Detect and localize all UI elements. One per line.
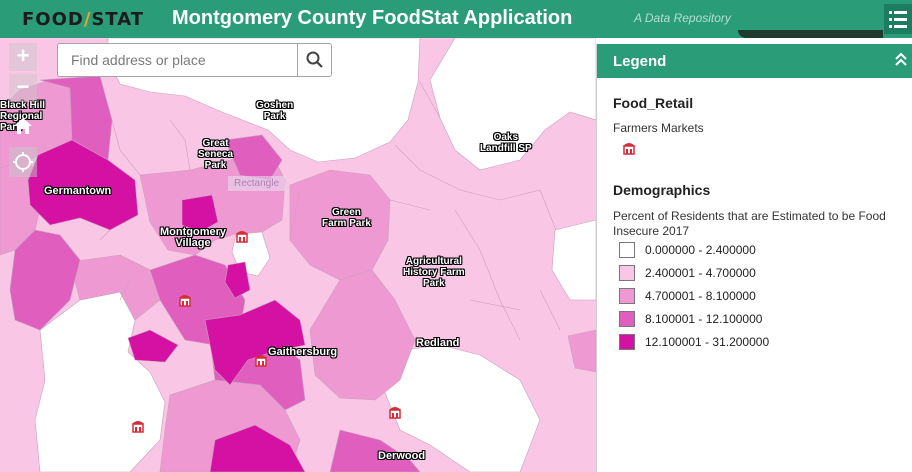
place-label-line: Park	[204, 160, 227, 171]
chevron-up-icon[interactable]	[894, 51, 908, 69]
search-button[interactable]	[297, 44, 331, 76]
place-label-line: Great	[202, 138, 229, 149]
locate-button[interactable]	[9, 147, 37, 177]
region-west-dark	[9, 229, 81, 331]
place-label-line: Montgomery	[160, 226, 226, 238]
place-label-agricultural-history-farm-park: Agricultural History Farm Park	[403, 256, 465, 289]
region-derwood-dark	[329, 429, 421, 472]
farmers-market-icon[interactable]	[387, 404, 403, 420]
place-label-line: History Farm	[403, 267, 465, 278]
place-label-line: Black Hill	[0, 100, 46, 111]
legend-panel: Legend Food_Retail Farmers Markets Demog…	[596, 44, 912, 472]
place-label-line: Park	[263, 111, 286, 122]
legend-swatch	[619, 242, 635, 258]
place-label-derwood: Derwood	[378, 450, 426, 462]
legend-title: Legend	[613, 53, 667, 70]
legend-class-row: 12.100001 - 31.200000	[619, 333, 879, 351]
place-label-green-farm-park: Green Farm Park	[322, 207, 371, 229]
menu-button[interactable]	[884, 4, 912, 34]
place-label-germantown: Germantown	[44, 185, 112, 197]
farmers-market-icon[interactable]	[234, 228, 250, 244]
region-south-darkest	[209, 424, 306, 472]
logo-text-food: FOOD	[22, 9, 84, 30]
rectangle-tool[interactable]: Rectangle	[228, 176, 286, 191]
region-boundary-lines	[99, 81, 561, 341]
choropleth-map[interactable]	[0, 38, 596, 472]
farmers-market-icon	[623, 143, 635, 155]
home-icon	[14, 118, 32, 134]
region-southeast-white	[379, 344, 541, 472]
map-view[interactable]: Black Hill Regional Park Goshen Park Oak…	[0, 38, 596, 472]
search-icon	[306, 51, 323, 68]
place-label-redland: Redland	[416, 337, 460, 349]
search-box	[57, 43, 332, 77]
place-label-line: Farm Park	[322, 218, 371, 229]
legend-class-label: 4.700001 - 8.100000	[645, 289, 756, 303]
search-input[interactable]	[58, 44, 298, 76]
legend-swatch	[619, 288, 635, 304]
home-button[interactable]	[9, 111, 37, 141]
farmers-market-icon[interactable]	[253, 352, 269, 368]
place-label-line: Green	[332, 207, 361, 218]
legend-class-label: 2.400001 - 4.700000	[645, 266, 756, 280]
region-mv-darkest	[181, 194, 219, 233]
legend-swatch	[619, 311, 635, 327]
header-decoration	[738, 30, 883, 38]
crosshair-icon	[13, 152, 33, 172]
place-label-line: Village	[175, 237, 211, 249]
place-label-line: Landfill SP	[480, 143, 532, 154]
place-label-line: Agricultural	[405, 256, 462, 267]
app-title: Montgomery County FoodStat Application	[172, 7, 573, 29]
farmers-market-icon[interactable]	[177, 292, 193, 308]
food-retail-title: Food_Retail	[613, 95, 694, 111]
region-far-east-medium	[567, 329, 596, 373]
place-label-black-hill: Black Hill Regional Park	[0, 100, 45, 133]
legend-header[interactable]: Legend	[597, 44, 912, 78]
zoom-out-button[interactable]: −	[9, 74, 37, 102]
zoom-in-button[interactable]: +	[9, 43, 37, 71]
place-label-line: Oaks	[493, 132, 519, 143]
legend-swatch	[619, 334, 635, 350]
app-logo: FOOD/STAT	[22, 9, 144, 30]
legend-class-row: 4.700001 - 8.100000	[619, 287, 879, 305]
place-label-goshen-park: Goshen Park	[256, 100, 293, 122]
farmers-market-icon[interactable]	[130, 418, 146, 434]
region-gb-west-darkest	[127, 329, 179, 363]
region-east-white	[429, 38, 596, 171]
place-label-line: Park	[423, 278, 445, 289]
region-gs-dark	[224, 134, 283, 181]
app-subtitle: A Data Repository	[634, 11, 731, 25]
carrot-icon: /	[83, 9, 92, 30]
place-label-great-seneca-park: Great Seneca Park	[198, 138, 233, 171]
region-east-mv-darkest	[224, 261, 251, 299]
legend-class-row: 8.100001 - 12.100000	[619, 310, 879, 328]
demographics-description-cont: Insecure 2017	[613, 224, 690, 238]
place-label-line: Park	[0, 122, 22, 133]
legend-class-label: 8.100001 - 12.100000	[645, 312, 763, 326]
place-label-line: Regional	[0, 111, 43, 122]
demographics-title: Demographics	[613, 182, 711, 198]
region-green-farm-medium	[289, 169, 391, 281]
region-east-center-medium	[309, 269, 416, 401]
app-header: FOOD/STAT Montgomery County FoodStat App…	[0, 0, 912, 38]
demographics-description: Percent of Residents that are Estimated …	[613, 209, 886, 223]
list-menu-icon	[889, 11, 907, 28]
legend-class-label: 12.100001 - 31.200000	[645, 335, 770, 349]
legend-class-row: 0.000000 - 2.400000	[619, 241, 879, 259]
legend-class-row: 2.400001 - 4.700000	[619, 264, 879, 282]
region-west-mid-medium	[69, 254, 161, 321]
place-label-line: Seneca	[198, 149, 234, 160]
legend-swatch	[619, 265, 635, 281]
region-far-east-white	[551, 219, 596, 301]
place-label-oaks-landfill: Oaks Landfill SP	[480, 132, 532, 154]
farmers-markets-label: Farmers Markets	[613, 121, 704, 135]
logo-text-stat: STAT	[91, 9, 145, 30]
place-label-gaithersburg: Gaithersburg	[268, 346, 338, 358]
legend-class-label: 0.000000 - 2.400000	[645, 243, 756, 257]
region-gb-darkest	[204, 299, 306, 386]
place-label-line: Goshen	[256, 100, 294, 111]
place-label-montgomery-village: Montgomery Village	[160, 227, 226, 249]
